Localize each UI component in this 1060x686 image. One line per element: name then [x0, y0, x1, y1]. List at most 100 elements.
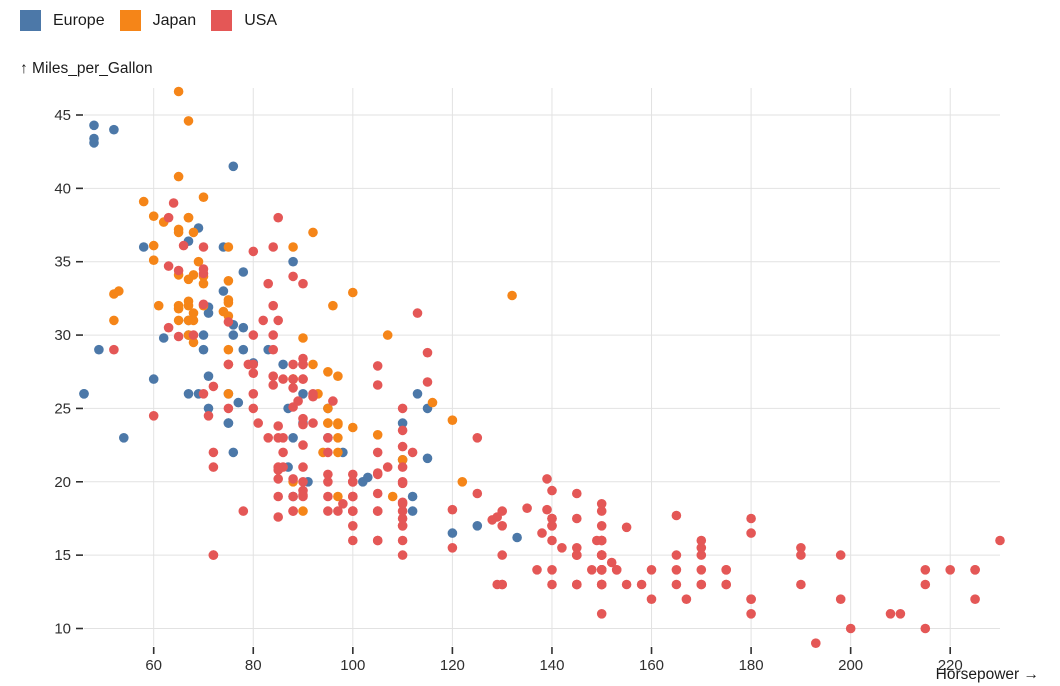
legend-item-europe: Europe	[20, 10, 105, 31]
data-point	[397, 497, 408, 508]
data-point	[198, 299, 209, 310]
data-point	[298, 477, 308, 487]
data-point	[308, 227, 318, 238]
data-point	[208, 447, 219, 458]
data-point	[203, 371, 214, 382]
data-point	[835, 594, 846, 604]
data-point	[621, 579, 632, 590]
data-point	[422, 347, 433, 358]
data-point	[298, 413, 308, 424]
data-point	[148, 374, 159, 384]
data-point	[333, 419, 343, 430]
x-tick-label: 100	[340, 657, 365, 674]
data-point	[308, 359, 318, 370]
data-point	[308, 418, 318, 428]
gridlines	[84, 88, 1000, 646]
data-point	[796, 550, 806, 560]
data-point	[596, 506, 607, 516]
data-point	[298, 506, 308, 516]
data-point	[223, 418, 234, 428]
x-tick-label: 80	[245, 657, 262, 674]
data-point	[288, 383, 298, 393]
data-point	[248, 389, 259, 399]
data-point	[109, 315, 119, 326]
data-point	[671, 579, 682, 590]
data-point	[572, 488, 582, 499]
data-point	[507, 290, 517, 301]
data-point	[372, 361, 383, 371]
data-point	[253, 418, 263, 428]
data-point	[557, 543, 567, 553]
data-point	[238, 344, 249, 355]
data-point	[198, 264, 209, 274]
data-point	[721, 579, 731, 590]
data-point	[268, 300, 279, 311]
data-point	[572, 579, 582, 590]
data-point	[696, 550, 707, 560]
data-point	[288, 474, 298, 484]
data-point	[372, 447, 383, 458]
data-point	[298, 440, 308, 450]
data-point	[372, 380, 383, 390]
data-point	[89, 133, 99, 144]
data-point	[323, 491, 333, 502]
data-point	[119, 433, 129, 443]
data-point	[278, 359, 288, 370]
data-point	[188, 227, 199, 238]
data-point	[328, 396, 338, 406]
data-point	[920, 565, 931, 575]
data-point	[298, 333, 308, 343]
data-point	[348, 491, 358, 502]
data-point	[397, 535, 408, 546]
europe-swatch-icon	[20, 10, 41, 31]
data-point	[547, 535, 557, 546]
data-point	[333, 433, 343, 443]
data-point	[173, 171, 184, 182]
data-point	[333, 447, 343, 458]
data-point	[173, 227, 184, 238]
data-point	[447, 415, 458, 426]
data-point	[298, 374, 308, 384]
data-point	[288, 242, 298, 252]
data-point	[970, 594, 980, 604]
data-point	[497, 521, 508, 531]
data-point	[148, 411, 159, 421]
data-point	[323, 469, 333, 480]
data-point	[323, 433, 333, 443]
data-point	[611, 565, 622, 575]
data-point	[596, 550, 607, 560]
data-point	[412, 389, 423, 399]
data-point	[198, 330, 209, 340]
data-point	[596, 565, 607, 575]
data-point	[248, 368, 259, 379]
legend-label-japan: Japan	[152, 12, 197, 29]
data-point	[109, 344, 119, 355]
data-point	[796, 543, 806, 553]
data-point	[447, 504, 458, 515]
data-point	[238, 506, 249, 516]
data-point	[472, 521, 483, 531]
data-point	[288, 271, 298, 282]
data-point	[89, 120, 99, 131]
data-point	[258, 315, 269, 326]
data-point	[288, 506, 298, 516]
data-point	[173, 303, 184, 314]
data-point	[323, 367, 333, 377]
data-point	[796, 579, 806, 590]
data-point	[920, 623, 931, 634]
data-point	[681, 594, 692, 604]
x-tick-label: 120	[440, 657, 465, 674]
data-point	[163, 212, 174, 223]
data-point	[348, 469, 358, 480]
data-point	[945, 565, 955, 575]
data-point	[203, 411, 214, 421]
data-point	[596, 609, 607, 619]
data-point	[397, 462, 408, 472]
series-japan	[109, 86, 517, 516]
data-point	[248, 330, 259, 340]
legend-label-europe: Europe	[53, 12, 105, 29]
data-point	[188, 337, 199, 348]
data-point	[547, 485, 557, 496]
y-tick-label: 10	[54, 621, 71, 638]
data-point	[288, 433, 298, 443]
